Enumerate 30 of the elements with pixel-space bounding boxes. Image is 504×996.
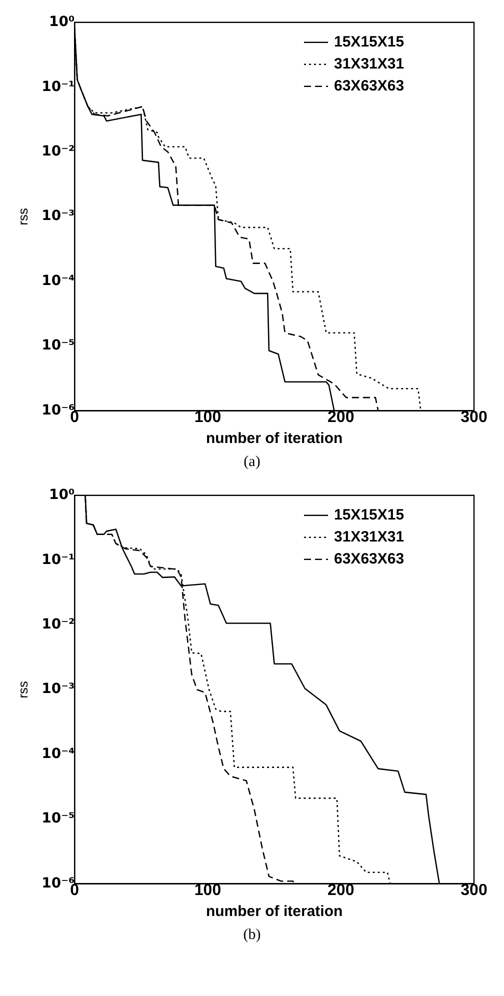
x-tick-label: 100: [194, 882, 222, 899]
x-axis-title: number of iteration: [206, 903, 343, 920]
legend-label: 15X15X15: [334, 34, 404, 51]
y-tick-label: 10⁰: [48, 487, 75, 504]
y-axis-title: rss: [15, 207, 30, 226]
x-axis-title: number of iteration: [206, 430, 343, 448]
y-tick-label: 10⁻⁴: [42, 272, 75, 289]
y-tick-label: 10⁻²: [42, 144, 75, 160]
y-tick-label: 10⁻⁴: [42, 746, 75, 762]
y-tick-label: 10⁻⁵: [42, 810, 75, 827]
y-tick-label: 10⁻³: [42, 681, 75, 698]
legend-label: 63X63X63: [334, 78, 404, 95]
x-tick-label: 300: [460, 882, 488, 899]
x-tick-label: 200: [328, 882, 354, 899]
legend-label: 15X15X15: [334, 506, 404, 524]
legend-label: 31X31X31: [334, 528, 404, 546]
x-tick-label: 100: [194, 408, 222, 426]
text: (b): [242, 927, 262, 944]
x-tick-label: 300: [460, 408, 488, 426]
y-tick-label: 10⁻⁵: [42, 338, 75, 354]
legend-label: 63X63X63: [334, 550, 404, 568]
y-tick-label: 10⁻³: [42, 208, 75, 224]
y-tick-label: 10⁻¹: [42, 78, 75, 95]
text: (a): [242, 454, 262, 471]
legend-label: 31X31X31: [334, 56, 404, 73]
y-tick-label: 10⁰: [48, 14, 75, 30]
y-axis-title: rss: [15, 680, 30, 698]
y-tick-label: 10⁻¹: [42, 552, 75, 568]
x-tick-label: 200: [328, 408, 354, 426]
y-tick-label: 10⁻²: [42, 616, 75, 633]
